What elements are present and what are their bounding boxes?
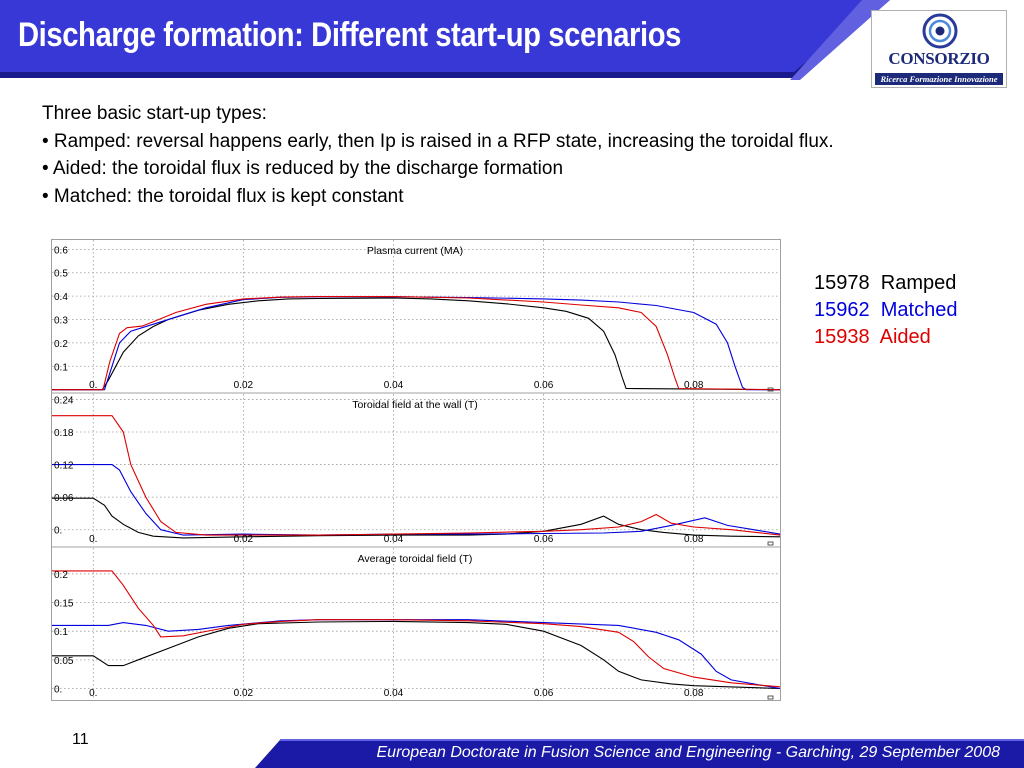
y-tick-label: 0.	[54, 526, 62, 537]
x-tick-label: 0.06	[534, 380, 554, 391]
chart-panel-3: 0. 0.05 0.1 0.15 0.2 0. 0.02 0.04 0.06 0.08 Averag…	[52, 546, 781, 700]
chart-title: Toroidal field at the wall (T)	[352, 399, 477, 411]
y-tick-label: 0.6	[54, 245, 68, 256]
intro-line: Three basic start-up types:	[42, 103, 267, 124]
series-line-15938	[52, 415, 781, 536]
chart-panel-1: 0.1 0.2 0.3 0.4 0.5 0.6 0. 0.02 0.04 0.06 0.08 Plas…	[52, 240, 781, 392]
y-tick-label: 0.1	[54, 627, 68, 638]
x-tick-label: 0.08	[684, 688, 704, 699]
bullet-aided: • Aided: the toroidal flux is reduced by…	[42, 158, 564, 179]
stacked-line-charts: 0.1 0.2 0.3 0.4 0.5 0.6 0. 0.02 0.04 0.06 0.08 Plas…	[52, 240, 781, 700]
x-tick-label: 0.02	[234, 688, 254, 699]
x-tick-label: 0.06	[534, 688, 554, 699]
series-line-15938	[52, 296, 781, 391]
x-tick-label: 0.	[89, 688, 97, 699]
legend-item-aided: 15938 Aided	[814, 324, 957, 351]
header-blue-band	[0, 0, 880, 72]
header-banner	[0, 0, 890, 80]
legend-item-ramped: 15978 Ramped	[814, 270, 957, 297]
x-tick-label: 0.04	[384, 688, 404, 699]
x-tick-label: 0.04	[384, 380, 404, 391]
series-line-15938	[52, 570, 781, 688]
footer-banner	[255, 739, 1024, 768]
legend-shot: 15978	[814, 272, 870, 294]
shot-legend: 15978 Ramped 15962 Matched 15938 Aided	[814, 270, 957, 351]
x-tick-label: 0.06	[534, 534, 554, 545]
body-text: Three basic start-up types: • Ramped: re…	[42, 100, 1012, 210]
y-tick-label: 0.12	[54, 461, 74, 472]
y-tick-label: 0.2	[54, 570, 68, 581]
series-line-15962	[52, 464, 781, 536]
y-tick-label: 0.15	[54, 598, 74, 609]
series-line-15962	[52, 619, 781, 690]
y-tick-label: 0.5	[54, 269, 68, 280]
panel-marker	[767, 695, 774, 700]
x-tick-label: 0.	[89, 534, 97, 545]
bullet-matched: • Matched: the toroidal flux is kept con…	[42, 185, 404, 207]
legend-label: Aided	[879, 326, 931, 348]
rfx-emblem-icon	[922, 13, 958, 49]
footer-band	[255, 740, 1024, 768]
y-tick-label: 0.3	[54, 316, 68, 327]
legend-label: Matched	[880, 299, 958, 321]
chart-panel: 0.1 0.2 0.3 0.4 0.5 0.6 0. 0.02 0.04 0.06 0.08 Plas…	[51, 239, 781, 701]
chart-title: Average toroidal field (T)	[358, 553, 473, 565]
x-tick-label: 0.08	[684, 380, 704, 391]
y-tick-label: 0.2	[54, 339, 68, 350]
bullet-ramped: • Ramped: reversal happens early, then I…	[42, 130, 834, 152]
x-tick-label: 0.02	[234, 380, 254, 391]
x-tick-label: 0.08	[684, 534, 704, 545]
series-line-15978	[52, 497, 781, 539]
slide-title: Discharge formation: Different start-up …	[18, 16, 681, 54]
series-line-15978	[52, 620, 781, 690]
y-tick-label: 0.18	[54, 428, 74, 439]
slide-number: 11	[72, 731, 89, 748]
header-diagonal-edge	[790, 0, 890, 80]
panel-marker	[767, 387, 774, 392]
panel-marker	[767, 541, 774, 546]
x-tick-label: 0.04	[384, 534, 404, 545]
legend-shot: 15938	[814, 326, 870, 348]
x-tick-label: 0.02	[234, 534, 254, 545]
y-tick-label: 0.1	[54, 362, 68, 373]
y-tick-label: 0.05	[54, 656, 74, 667]
y-tick-label: 0.24	[54, 395, 74, 406]
legend-shot: 15962	[814, 299, 870, 321]
footer-text: European Doctorate in Fusion Science and…	[376, 744, 1001, 761]
logo-tagline: Ricerca Formazione Innovazione	[875, 73, 1003, 85]
x-tick-label: 0.	[89, 380, 97, 391]
series-line-15978	[52, 297, 781, 391]
y-tick-label: 0.06	[54, 493, 74, 504]
y-tick-label: 0.4	[54, 292, 68, 303]
chart-title: Plasma current (MA)	[367, 245, 463, 257]
consorzio-rfx-logo: CONSORZIO RFX Ricerca Formazione Innovaz…	[871, 10, 1007, 88]
legend-label: Ramped	[880, 272, 957, 294]
legend-item-matched: 15962 Matched	[814, 297, 957, 324]
y-tick-label: 0.	[54, 685, 62, 696]
chart-panel-2: 0. 0.06 0.12 0.18 0.24 0. 0.02 0.04 0.06 0.08 Toro…	[52, 392, 781, 546]
